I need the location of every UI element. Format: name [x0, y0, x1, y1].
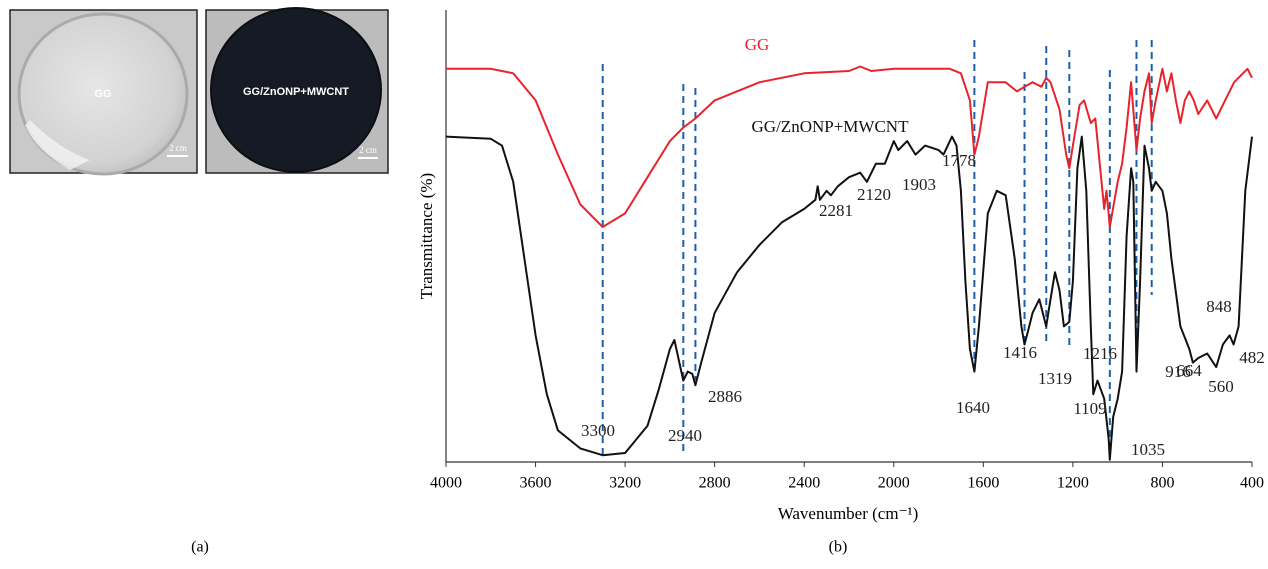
peak-label: 2120	[857, 185, 891, 204]
x-tick-label: 3200	[609, 475, 641, 492]
peak-label: 664	[1176, 361, 1202, 380]
peak-label: 1319	[1038, 369, 1072, 388]
series-line	[446, 65, 1253, 228]
y-axis-label: Transmittance (%)	[417, 173, 436, 299]
x-tick-label: 1200	[1057, 475, 1089, 492]
series-label: GG	[745, 35, 770, 54]
peak-label: 2940	[668, 426, 702, 445]
peak-label: 1416	[1003, 343, 1037, 362]
photo-a: GG 2 cm	[9, 9, 198, 176]
peak-label: 3300	[581, 421, 615, 440]
peak-label: 1216	[1083, 344, 1117, 363]
peak-label: 482	[1239, 348, 1265, 367]
photo-b: GG/ZnONP+MWCNT 2 cm	[205, 7, 389, 174]
x-tick-label: 2800	[699, 475, 731, 492]
photo-label: GG	[94, 88, 111, 100]
peak-label: 1035	[1131, 440, 1165, 459]
peak-label: 1903	[902, 175, 936, 194]
x-tick-label: 3600	[520, 475, 552, 492]
peak-label: 2886	[708, 387, 742, 406]
scale-bar-label: 2 cm	[169, 143, 187, 153]
x-tick-label: 2400	[788, 475, 820, 492]
x-tick-label: 2000	[878, 475, 910, 492]
peak-label: 560	[1208, 377, 1234, 396]
x-tick-label: 1600	[967, 475, 999, 492]
caption: (a)	[191, 539, 209, 556]
caption: (b)	[829, 539, 848, 556]
peak-label: 1640	[956, 398, 990, 417]
x-tick-label: 4000	[430, 475, 462, 492]
photo-label: GG/ZnONP+MWCNT	[243, 86, 349, 98]
peak-label: 916	[1165, 362, 1191, 381]
series-line	[445, 135, 1253, 461]
peak-label: 848	[1206, 297, 1232, 316]
x-tick-label: 400	[1240, 475, 1264, 492]
peak-label: 1778	[942, 151, 976, 170]
x-axis-label: Wavenumber (cm⁻¹)	[778, 504, 919, 523]
series-label: GG/ZnONP+MWCNT	[752, 117, 910, 136]
peak-label: 2281	[819, 201, 853, 220]
x-tick-label: 800	[1150, 475, 1174, 492]
scale-bar-label: 2 cm	[359, 145, 377, 155]
peak-label: 1109	[1073, 399, 1106, 418]
